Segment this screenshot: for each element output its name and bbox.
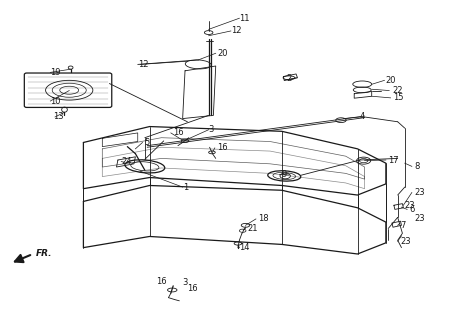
Text: 3: 3 [209,125,214,134]
Text: 14: 14 [239,243,250,252]
Text: 1: 1 [182,183,188,192]
Text: 6: 6 [410,205,415,214]
Text: FR.: FR. [36,250,53,259]
Text: 24: 24 [121,157,132,166]
Text: 10: 10 [50,97,61,106]
Text: 12: 12 [231,27,241,36]
Text: 16: 16 [187,284,198,292]
Text: 12: 12 [138,60,148,69]
Text: 11: 11 [239,14,250,23]
Text: 8: 8 [414,162,419,171]
Text: 20: 20 [386,76,396,85]
Text: 18: 18 [258,214,269,223]
Text: 19: 19 [50,68,61,77]
Text: 22: 22 [392,86,402,95]
Text: 21: 21 [247,224,258,233]
Text: 17: 17 [388,156,399,164]
Text: 16: 16 [217,143,228,152]
Text: 2: 2 [287,74,292,83]
Text: 23: 23 [400,237,410,246]
Text: 15: 15 [393,93,403,102]
Text: 16: 16 [156,277,166,286]
Text: 23: 23 [405,201,415,210]
Text: 9: 9 [282,170,287,179]
Text: 23: 23 [414,214,425,223]
Text: 20: 20 [218,49,228,58]
Text: 7: 7 [400,221,405,230]
Text: 13: 13 [53,113,64,122]
Text: 16: 16 [173,128,184,137]
Text: 3: 3 [182,278,188,287]
Text: 23: 23 [414,188,425,197]
Text: 5: 5 [145,138,150,147]
Text: 4: 4 [360,113,365,122]
